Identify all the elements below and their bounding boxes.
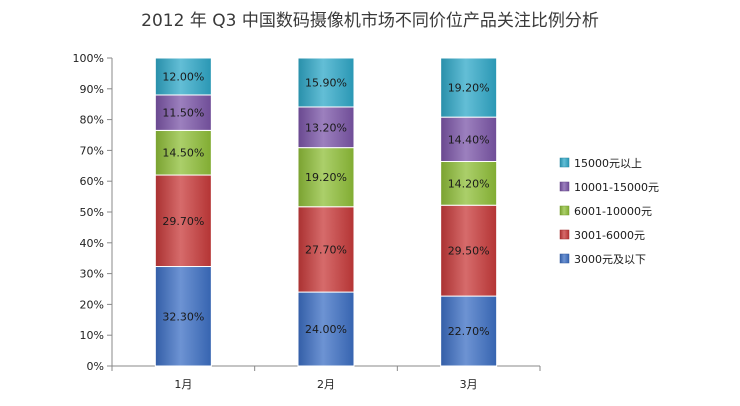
data-label: 14.40% <box>448 133 490 146</box>
data-label: 11.50% <box>162 107 204 120</box>
data-label: 14.20% <box>448 177 490 190</box>
y-tick-label: 70% <box>80 144 104 157</box>
data-label: 27.70% <box>305 243 347 256</box>
legend-swatch <box>559 253 570 264</box>
bar-segment <box>440 295 498 367</box>
data-label: 29.50% <box>448 245 490 258</box>
data-label: 22.70% <box>448 325 490 338</box>
data-label: 14.50% <box>162 147 204 160</box>
y-tick-label: 50% <box>80 206 104 219</box>
y-tick-label: 100% <box>73 52 104 65</box>
x-tick-label: 2月 <box>317 378 335 391</box>
legend-swatch <box>559 205 570 216</box>
bar-segment <box>297 57 355 108</box>
y-tick-label: 60% <box>80 175 104 188</box>
legend-label: 3000元及以下 <box>574 253 646 266</box>
bar-segment <box>440 116 498 162</box>
bar-segment <box>297 147 355 208</box>
legend-label: 3001-6000元 <box>574 229 645 242</box>
data-label: 19.20% <box>305 171 347 184</box>
bar-segment <box>154 57 212 96</box>
data-label: 29.70% <box>162 215 204 228</box>
legend-label: 10001-15000元 <box>574 181 659 194</box>
data-label: 13.20% <box>305 121 347 134</box>
bar-segment <box>154 94 212 131</box>
bar-segment <box>154 174 212 268</box>
y-tick-label: 30% <box>80 268 104 281</box>
bar-segment <box>297 206 355 293</box>
x-tick-label: 1月 <box>174 378 192 391</box>
y-tick-label: 10% <box>80 329 104 342</box>
legend-swatch <box>559 157 570 168</box>
chart-title: 2012 年 Q3 中国数码摄像机市场不同价位产品关注比例分析 <box>141 11 599 31</box>
data-label: 15.90% <box>305 76 347 89</box>
data-label: 24.00% <box>305 323 347 336</box>
bar-segment <box>154 266 212 367</box>
y-tick-label: 90% <box>80 83 104 96</box>
bar-segment <box>440 57 498 118</box>
legend-swatch <box>559 181 570 192</box>
y-tick-label: 20% <box>80 298 104 311</box>
legend-label: 6001-10000元 <box>574 205 652 218</box>
data-label: 19.20% <box>448 82 490 95</box>
data-label: 32.30% <box>162 310 204 323</box>
legend-swatch <box>559 229 570 240</box>
y-tick-label: 80% <box>80 114 104 127</box>
data-label: 12.00% <box>162 70 204 83</box>
legend-label: 15000元以上 <box>574 157 642 170</box>
bar-segment <box>297 291 355 367</box>
y-tick-label: 0% <box>87 360 104 373</box>
y-tick-label: 40% <box>80 237 104 250</box>
bar-segment <box>154 129 212 176</box>
x-tick-label: 3月 <box>460 378 478 391</box>
bar-segment <box>297 106 355 149</box>
